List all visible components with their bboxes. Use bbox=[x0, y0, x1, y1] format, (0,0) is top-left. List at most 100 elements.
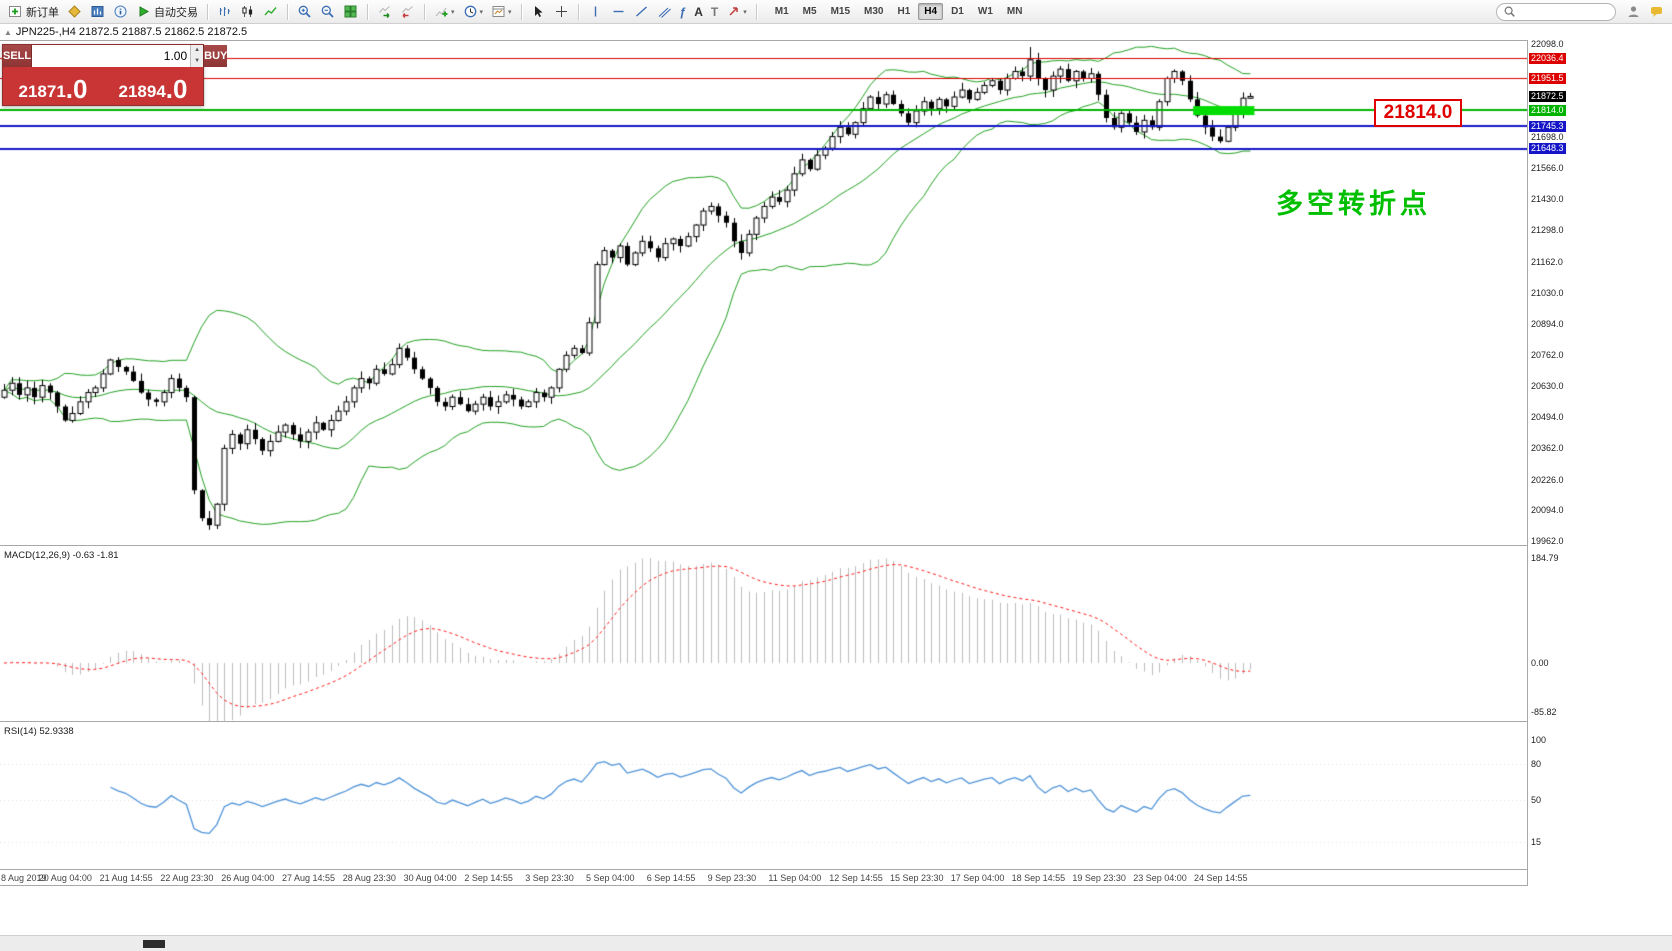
panel-separator[interactable] bbox=[0, 545, 1568, 546]
indicators-button[interactable]: ▾ bbox=[431, 2, 458, 22]
data-window-button[interactable] bbox=[110, 2, 131, 22]
bar-chart-button[interactable] bbox=[214, 2, 235, 22]
time-axis-label: 12 Sep 14:55 bbox=[829, 873, 883, 883]
horizontal-line-tool-button[interactable] bbox=[608, 2, 629, 22]
zoom-out-icon bbox=[321, 5, 334, 18]
time-axis[interactable]: 8 Aug 2019 20 Aug 04:00 21 Aug 14:55 22 Aug… bbox=[0, 869, 1527, 886]
trendline-tool-button[interactable] bbox=[631, 2, 652, 22]
cursor-tool-button[interactable] bbox=[528, 2, 549, 22]
rsi-panel-canvas[interactable] bbox=[0, 722, 1527, 869]
arrows-tool-button[interactable]: ▾ bbox=[723, 2, 750, 22]
text-icon: A bbox=[694, 4, 703, 19]
time-axis-label: 8 Aug 2019 bbox=[1, 873, 47, 883]
chat-button[interactable] bbox=[1646, 2, 1667, 22]
crosshair-tool-button[interactable] bbox=[551, 2, 572, 22]
price-scale-label: 21430.0 bbox=[1531, 194, 1564, 205]
bar-chart-icon bbox=[219, 7, 230, 16]
market-watch-button[interactable] bbox=[87, 2, 108, 22]
status-bar bbox=[0, 935, 1672, 951]
templates-button[interactable]: ▾ bbox=[488, 2, 515, 22]
volume-input[interactable] bbox=[32, 45, 191, 67]
spinner-up-icon[interactable]: ▲ bbox=[191, 45, 204, 56]
toolbar-separator bbox=[577, 3, 579, 20]
price-scale-label: 21298.0 bbox=[1531, 225, 1564, 236]
quote-panel: 21871.0 21894.0 bbox=[3, 67, 203, 105]
cursor-icon bbox=[534, 6, 543, 17]
timeframe-mn[interactable]: MN bbox=[1006, 6, 1023, 17]
axis-separator bbox=[0, 869, 1568, 870]
timeframe-h4[interactable]: H4 bbox=[918, 3, 944, 20]
time-axis-label: 19 Sep 23:30 bbox=[1072, 873, 1126, 883]
periods-button[interactable]: ▾ bbox=[460, 2, 487, 22]
time-axis-label: 18 Sep 14:55 bbox=[1011, 873, 1066, 883]
buy-price[interactable]: 21894.0 bbox=[103, 67, 203, 105]
macd-panel-canvas[interactable] bbox=[0, 546, 1527, 721]
sell-price[interactable]: 21871.0 bbox=[3, 67, 103, 105]
channel-tool-button[interactable] bbox=[654, 2, 675, 22]
zoom-in-button[interactable] bbox=[294, 2, 315, 22]
timeframe-m5[interactable]: M5 bbox=[802, 6, 817, 17]
vertical-line-tool-button[interactable] bbox=[585, 2, 606, 22]
label-tool-button[interactable]: T bbox=[708, 2, 721, 22]
macd-label: MACD(12,26,9) -0.63 -1.81 bbox=[4, 550, 119, 561]
timeframe-w1[interactable]: W1 bbox=[977, 6, 993, 17]
volume-box: ▲ ▼ bbox=[32, 45, 204, 67]
price-badge: 21745.3 bbox=[1529, 120, 1566, 132]
label-icon: T bbox=[710, 4, 719, 19]
rsi-scale-label: 80 bbox=[1531, 759, 1542, 769]
sell-price-pip: .0 bbox=[65, 73, 88, 104]
time-axis-label: 15 Sep 23:30 bbox=[890, 873, 944, 883]
chart-bottom-border bbox=[0, 885, 1568, 886]
spinner-down-icon[interactable]: ▼ bbox=[191, 56, 204, 67]
turning-point-note[interactable]: 多空转折点 bbox=[1276, 189, 1431, 219]
main-toolbar: 新订单 自动交易 ▾ ▾ bbox=[0, 0, 1672, 24]
buy-button[interactable]: BUY bbox=[203, 45, 228, 67]
tile-windows-button[interactable] bbox=[340, 2, 361, 22]
time-axis-label: 5 Sep 04:00 bbox=[586, 873, 635, 883]
panel-separator bbox=[0, 40, 1568, 41]
toolbar-separator bbox=[520, 3, 522, 20]
price-scale-label: 19962.0 bbox=[1531, 536, 1564, 546]
autotrade-button[interactable]: 自动交易 bbox=[133, 2, 201, 22]
chart-window: ▲ JPN225-,H4 21872.5 21887.5 21862.5 218… bbox=[0, 24, 1568, 886]
crosshair-icon bbox=[555, 6, 567, 17]
panel-separator[interactable] bbox=[0, 721, 1568, 722]
price-scale[interactable]: 22098.0 22036.4 21951.5 21872.5 21814.0 21745… bbox=[1527, 39, 1568, 886]
toolbar-separator bbox=[367, 3, 368, 20]
candlestick-chart-button[interactable] bbox=[237, 2, 258, 22]
status-indicator bbox=[143, 940, 165, 948]
timeframe-h1[interactable]: H1 bbox=[897, 6, 911, 17]
sell-button[interactable]: SELL bbox=[3, 45, 33, 67]
buy-price-main: 21894 bbox=[118, 82, 166, 101]
toolbar-separator bbox=[424, 3, 425, 20]
chart-shift-button[interactable] bbox=[397, 2, 418, 22]
rsi-scale-label: 50 bbox=[1531, 795, 1542, 805]
new-order-button[interactable]: 新订单 bbox=[5, 2, 62, 22]
text-tool-button[interactable]: A bbox=[691, 2, 706, 22]
line-chart-icon bbox=[264, 7, 277, 16]
timeframe-m1[interactable]: M1 bbox=[774, 6, 789, 17]
zoom-out-button[interactable] bbox=[317, 2, 338, 22]
price-chart-canvas[interactable] bbox=[0, 40, 1527, 545]
timeframe-d1[interactable]: D1 bbox=[951, 6, 964, 17]
timeframe-m30[interactable]: M30 bbox=[864, 6, 884, 17]
chart-symbol-row: ▲ JPN225-,H4 21872.5 21887.5 21862.5 218… bbox=[4, 25, 247, 39]
timeframe-m15[interactable]: M15 bbox=[830, 6, 851, 17]
collapse-arrow-icon[interactable]: ▲ bbox=[4, 27, 12, 37]
profiles-icon bbox=[68, 5, 81, 18]
price-scale-label: 21030.0 bbox=[1531, 287, 1564, 298]
user-icon bbox=[1628, 6, 1639, 17]
price-callout-box[interactable]: 21814.0 bbox=[1374, 99, 1462, 127]
fibonacci-tool-button[interactable]: ƒ bbox=[677, 2, 690, 22]
time-axis-label: 6 Sep 14:55 bbox=[646, 873, 696, 883]
auto-scroll-button[interactable] bbox=[374, 2, 395, 22]
line-chart-button[interactable] bbox=[260, 2, 281, 22]
time-axis-label: 27 Aug 14:55 bbox=[282, 873, 336, 883]
profiles-button[interactable] bbox=[64, 2, 85, 22]
time-axis-label: 17 Sep 04:00 bbox=[950, 873, 1005, 883]
fibonacci-icon: ƒ bbox=[679, 4, 687, 19]
community-button[interactable] bbox=[1623, 2, 1644, 22]
search-input[interactable] bbox=[1516, 5, 1604, 18]
chevron-down-icon: ▾ bbox=[479, 8, 484, 16]
